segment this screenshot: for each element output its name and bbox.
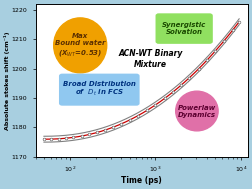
Point: [64, 137, 68, 140]
Point: [42, 138, 46, 141]
Text: Max
Bound water
(X$_{WT}$=0.53): Max Bound water (X$_{WT}$=0.53): [55, 33, 105, 57]
Point: [237, 20, 241, 23]
FancyBboxPatch shape: [59, 74, 140, 106]
Point: [197, 67, 201, 70]
Point: [80, 134, 84, 137]
Point: [171, 91, 175, 94]
Point: [163, 97, 167, 100]
Point: [103, 129, 107, 132]
Text: Broad Distribution
of  $D_t$ in FCS: Broad Distribution of $D_t$ in FCS: [63, 81, 136, 98]
Ellipse shape: [176, 91, 218, 131]
Text: Powerlaw
Dynamics: Powerlaw Dynamics: [178, 105, 216, 118]
Point: [205, 59, 209, 62]
FancyBboxPatch shape: [155, 13, 213, 44]
Point: [222, 40, 226, 43]
Point: [111, 126, 115, 129]
Point: [179, 84, 183, 87]
Y-axis label: Absolute stokes shift (cm⁻¹): Absolute stokes shift (cm⁻¹): [4, 31, 10, 130]
Point: [95, 131, 99, 134]
Point: [49, 138, 53, 141]
Point: [128, 119, 132, 122]
Point: [231, 29, 235, 32]
Point: [145, 109, 149, 112]
Text: ACN-WT Binary
Mixture: ACN-WT Binary Mixture: [118, 49, 182, 69]
Ellipse shape: [54, 18, 107, 73]
Point: [71, 136, 75, 139]
Point: [153, 103, 158, 106]
X-axis label: Time (ps): Time (ps): [121, 176, 162, 185]
Point: [119, 122, 123, 125]
Point: [87, 133, 91, 136]
Point: [136, 114, 140, 117]
Point: [57, 137, 61, 140]
Text: Synergistic
Solvation: Synergistic Solvation: [162, 22, 206, 35]
Point: [187, 76, 192, 79]
Point: [213, 50, 217, 53]
